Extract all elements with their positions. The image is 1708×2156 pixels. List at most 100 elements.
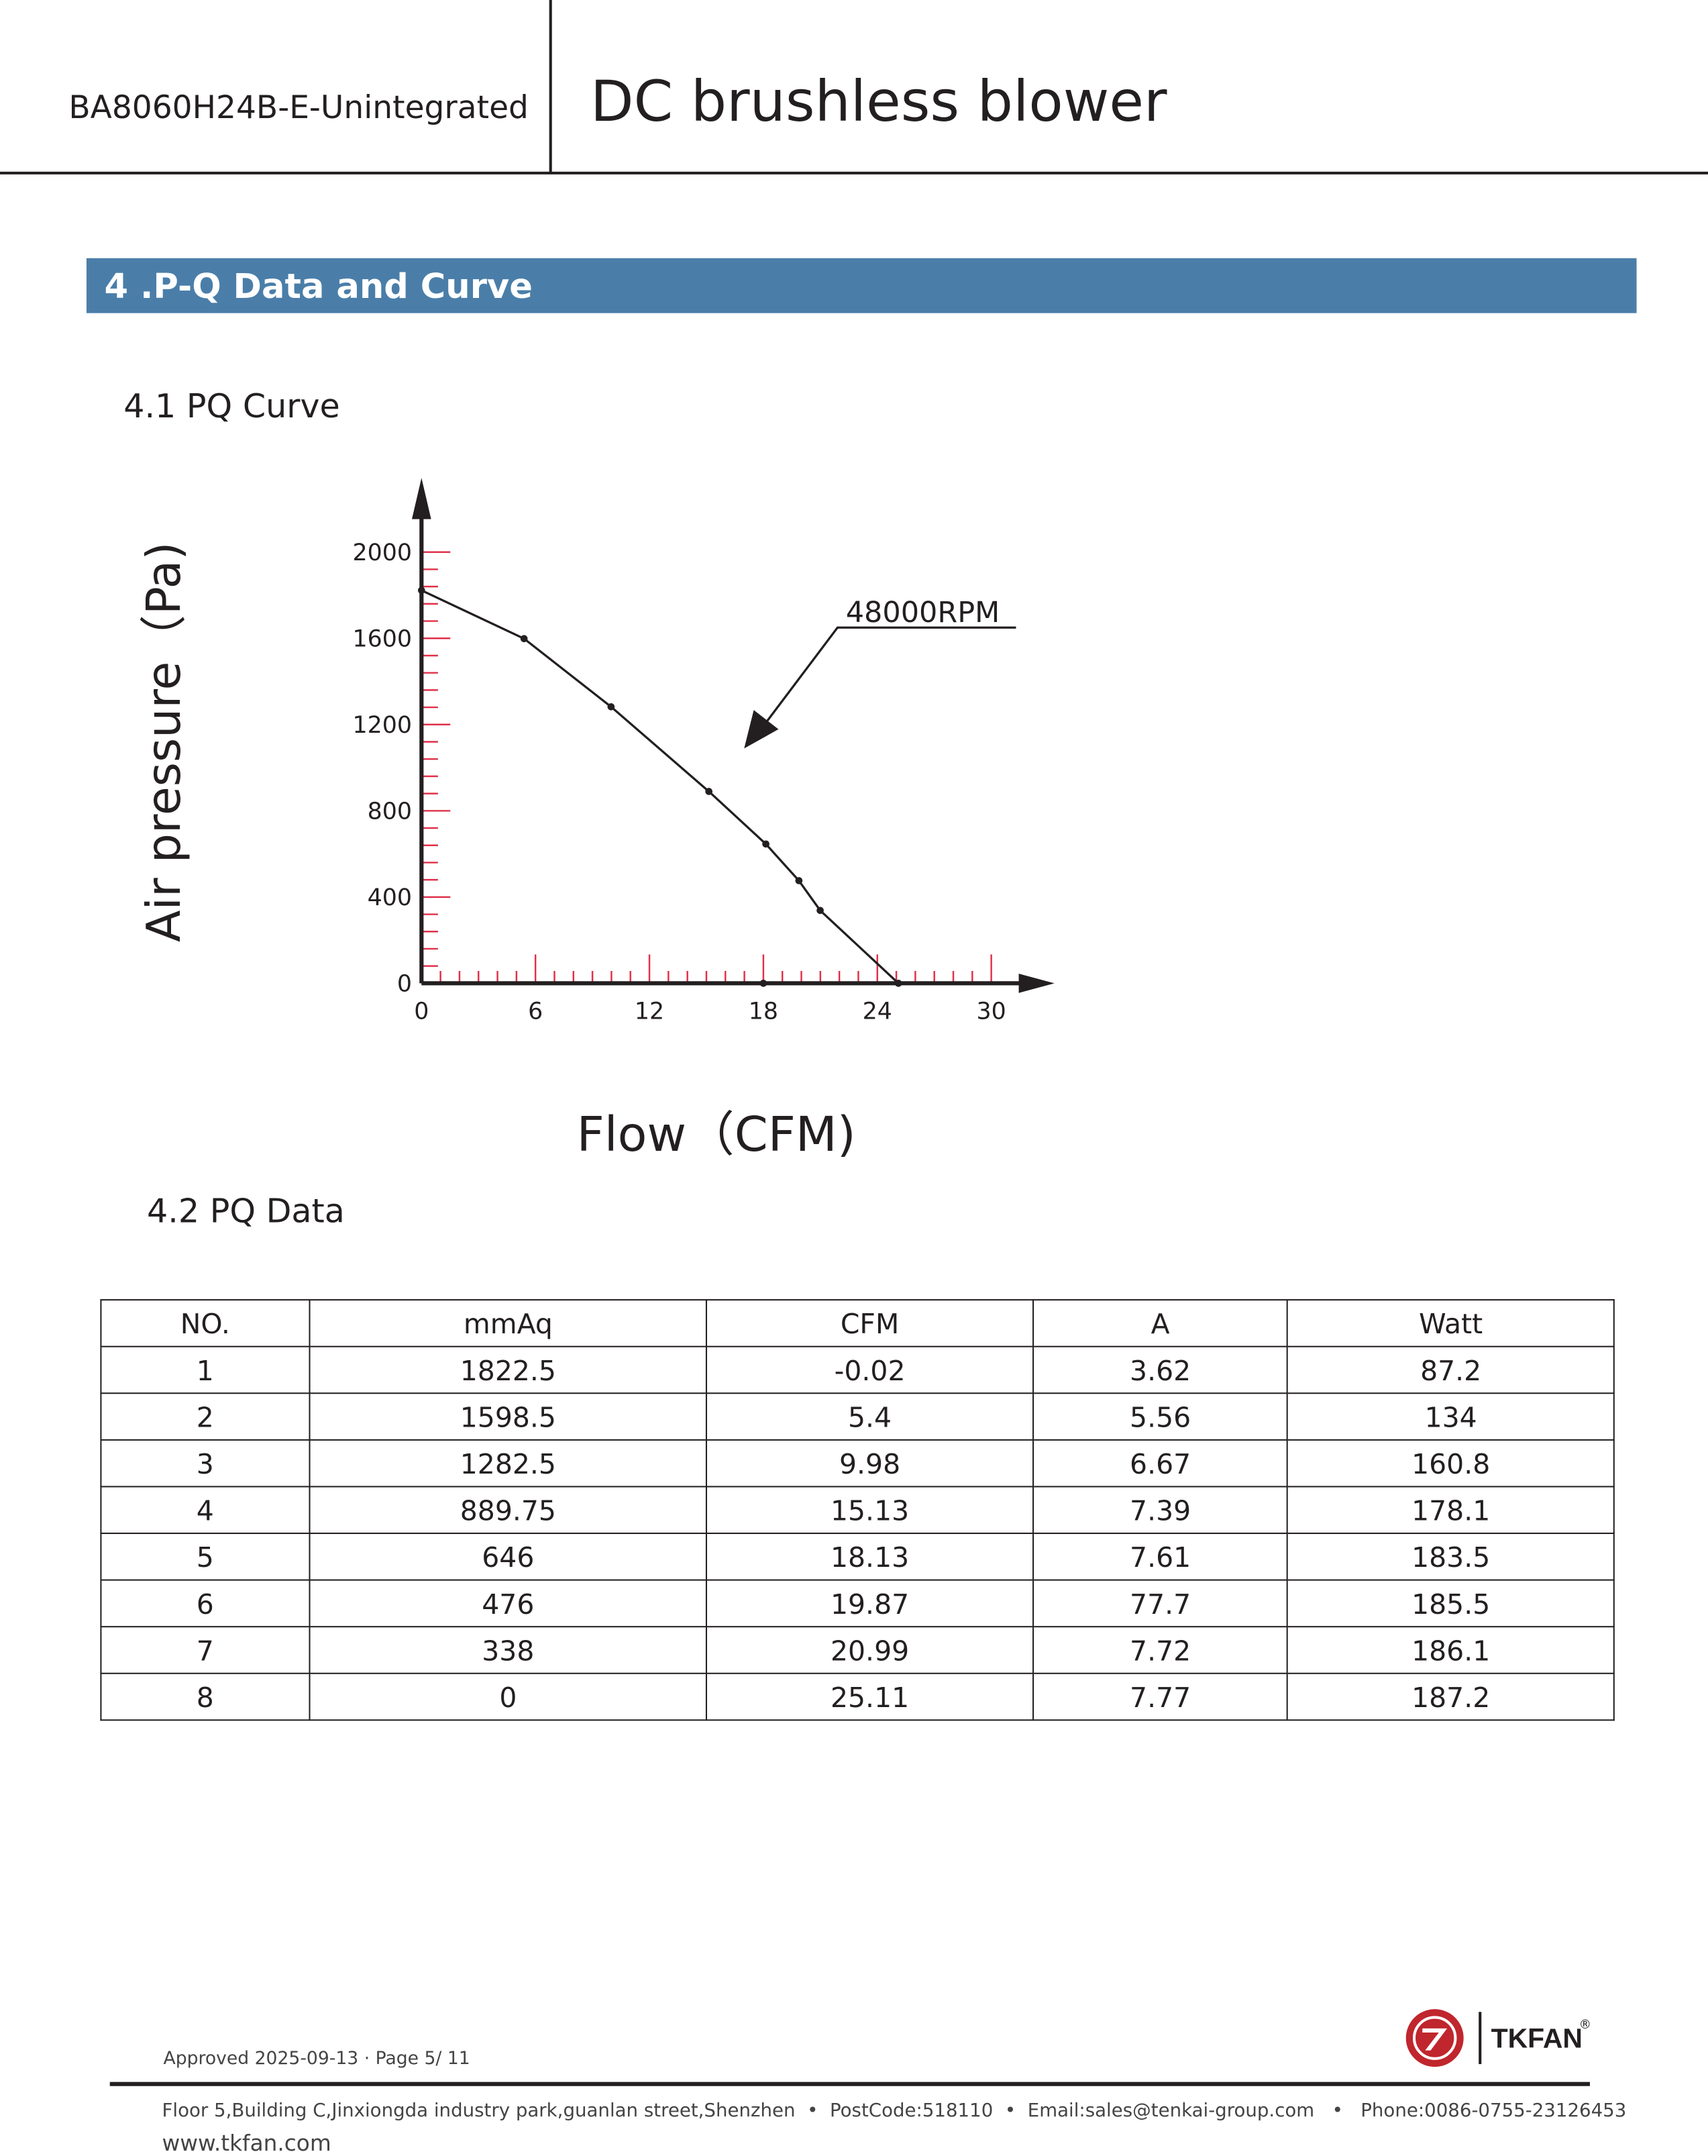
footer-website[interactable]: www.tkfan.com — [162, 2130, 331, 2156]
table-cell: NO. — [100, 1299, 311, 1347]
data-point — [705, 788, 712, 795]
y-tick-label: 400 — [368, 884, 412, 911]
footer-postcode: PostCode:518110 — [829, 2100, 994, 2122]
table-cell: mmAq — [309, 1299, 708, 1347]
annotation-label: 48000RPM — [846, 596, 1000, 629]
table-cell: 4 — [100, 1486, 311, 1535]
footer-email[interactable]: Email:sales@tenkai-group.com — [1027, 2100, 1315, 2122]
table-header-row: NO. mmAq CFM A Watt — [100, 1299, 1615, 1347]
table-cell: 134 — [1287, 1392, 1615, 1441]
document-id: BA8060H24B-E-Unintegrated — [68, 91, 529, 127]
y-tick-label: 800 — [368, 799, 412, 825]
approval-page-info: Approved 2025-09-13 · Page 5/ 11 — [163, 2049, 470, 2070]
table-cell: 1282.5 — [309, 1439, 708, 1488]
table-cell: 1 — [100, 1345, 311, 1394]
table-row: 1 1822.5 -0.02 3.62 87.2 — [100, 1345, 1615, 1394]
table-cell: 338 — [309, 1626, 708, 1674]
table-cell: -0.02 — [706, 1345, 1034, 1394]
section-banner: 4 .P-Q Data and Curve — [86, 258, 1637, 313]
table-cell: 7.77 — [1032, 1672, 1289, 1721]
pq-curve-heading: 4.1 PQ Curve — [123, 387, 340, 426]
y-tick-label: 2000 — [352, 540, 412, 566]
table-row: 6 476 19.87 77.7 185.5 — [100, 1579, 1615, 1628]
x-axis-arrow-icon — [1018, 974, 1055, 993]
table-cell: 7.72 — [1032, 1626, 1289, 1674]
footer-rule — [109, 2082, 1590, 2086]
data-point — [607, 703, 615, 711]
data-point — [762, 840, 769, 848]
table-cell: 20.99 — [706, 1626, 1034, 1674]
table-cell: 18.13 — [706, 1533, 1034, 1581]
table-cell: 3 — [100, 1439, 311, 1488]
table-cell: 160.8 — [1287, 1439, 1615, 1488]
table-cell: 185.5 — [1287, 1579, 1615, 1628]
logo-brand-text: TKFAN — [1491, 2022, 1583, 2053]
footer-address: Floor 5,Building C,Jinxiongda industry p… — [162, 2100, 796, 2122]
table-cell: 1822.5 — [309, 1345, 708, 1394]
document-title: DC brushless blower — [590, 68, 1167, 135]
x-tick-label: 18 — [749, 998, 778, 1025]
table-cell: 8 — [100, 1672, 311, 1721]
table-row: 4 889.75 15.13 7.39 178.1 — [100, 1486, 1615, 1535]
table-cell: 5.4 — [706, 1392, 1034, 1441]
table-cell: Watt — [1287, 1299, 1615, 1347]
x-tick-label: 12 — [635, 998, 664, 1025]
table-cell: 7.39 — [1032, 1486, 1289, 1535]
table-cell: 6 — [100, 1579, 311, 1628]
y-tick-label: 1200 — [352, 712, 412, 739]
table-cell: 5.56 — [1032, 1392, 1289, 1441]
y-tick-label: 1600 — [352, 626, 412, 653]
section-title: 4 .P-Q Data and Curve — [104, 266, 533, 307]
table-cell: 476 — [309, 1579, 708, 1628]
table-cell: 15.13 — [706, 1486, 1034, 1535]
table-cell: 3.62 — [1032, 1345, 1289, 1394]
tkfan-logo: TKFAN ® — [1403, 2006, 1596, 2075]
footer-phone: Phone:0086-0755-23126453 — [1360, 2100, 1627, 2122]
table-cell: 25.11 — [706, 1672, 1034, 1721]
table-cell: 7.61 — [1032, 1533, 1289, 1581]
x-tick-label: 24 — [863, 998, 892, 1025]
x-axis-title: Flow（CFM) — [576, 1108, 856, 1164]
table-cell: 646 — [309, 1533, 708, 1581]
table-cell: 7 — [100, 1626, 311, 1674]
table-cell: 77.7 — [1032, 1579, 1289, 1628]
table-cell: 87.2 — [1287, 1345, 1615, 1394]
x-tick-label: 0 — [414, 998, 429, 1025]
annotation-arrow-icon — [744, 710, 779, 749]
header-divider — [549, 0, 552, 173]
footer-contact: Floor 5,Building C,Jinxiongda industry p… — [162, 2100, 1627, 2122]
table-row: 2 1598.5 5.4 5.56 134 — [100, 1392, 1615, 1441]
table-cell: 6.67 — [1032, 1439, 1289, 1488]
axis-point — [759, 980, 767, 987]
table-cell: 9.98 — [706, 1439, 1034, 1488]
table-cell: 0 — [309, 1672, 708, 1721]
data-point — [417, 586, 425, 595]
x-tick-label: 30 — [977, 998, 1006, 1025]
x-tick-label: 6 — [528, 998, 543, 1025]
pq-curve-line — [421, 589, 900, 984]
table-row: 3 1282.5 9.98 6.67 160.8 — [100, 1439, 1615, 1488]
y-tick-label: 0 — [397, 971, 412, 998]
data-point — [520, 635, 528, 643]
data-point — [795, 877, 803, 884]
svg-text:®: ® — [1579, 2018, 1591, 2032]
table-cell: CFM — [706, 1299, 1034, 1347]
data-point — [894, 980, 902, 987]
table-cell: 2 — [100, 1392, 311, 1441]
table-cell: 186.1 — [1287, 1626, 1615, 1674]
pq-data-heading: 4.2 PQ Data — [146, 1192, 345, 1231]
y-axis-arrow-icon — [411, 478, 431, 519]
pq-chart: 0 400 800 1200 1600 2000 0 6 12 18 24 30 48000RPM — [352, 478, 1055, 1025]
annotation-leader — [761, 626, 1016, 729]
table-cell: A — [1032, 1299, 1289, 1347]
table-cell: 889.75 — [309, 1486, 708, 1535]
table-cell: 183.5 — [1287, 1533, 1615, 1581]
table-row: 5 646 18.13 7.61 183.5 — [100, 1533, 1615, 1581]
table-cell: 178.1 — [1287, 1486, 1615, 1535]
pq-data-table: NO. mmAq CFM A Watt 1 1822.5 -0.02 3.62 87.2 2 1598… — [100, 1299, 1615, 1721]
table-cell: 5 — [100, 1533, 311, 1581]
table-row: 8 0 25.11 7.77 187.2 — [100, 1672, 1615, 1721]
table-cell: 1598.5 — [309, 1392, 708, 1441]
table-row: 7 338 20.99 7.72 186.1 — [100, 1626, 1615, 1674]
